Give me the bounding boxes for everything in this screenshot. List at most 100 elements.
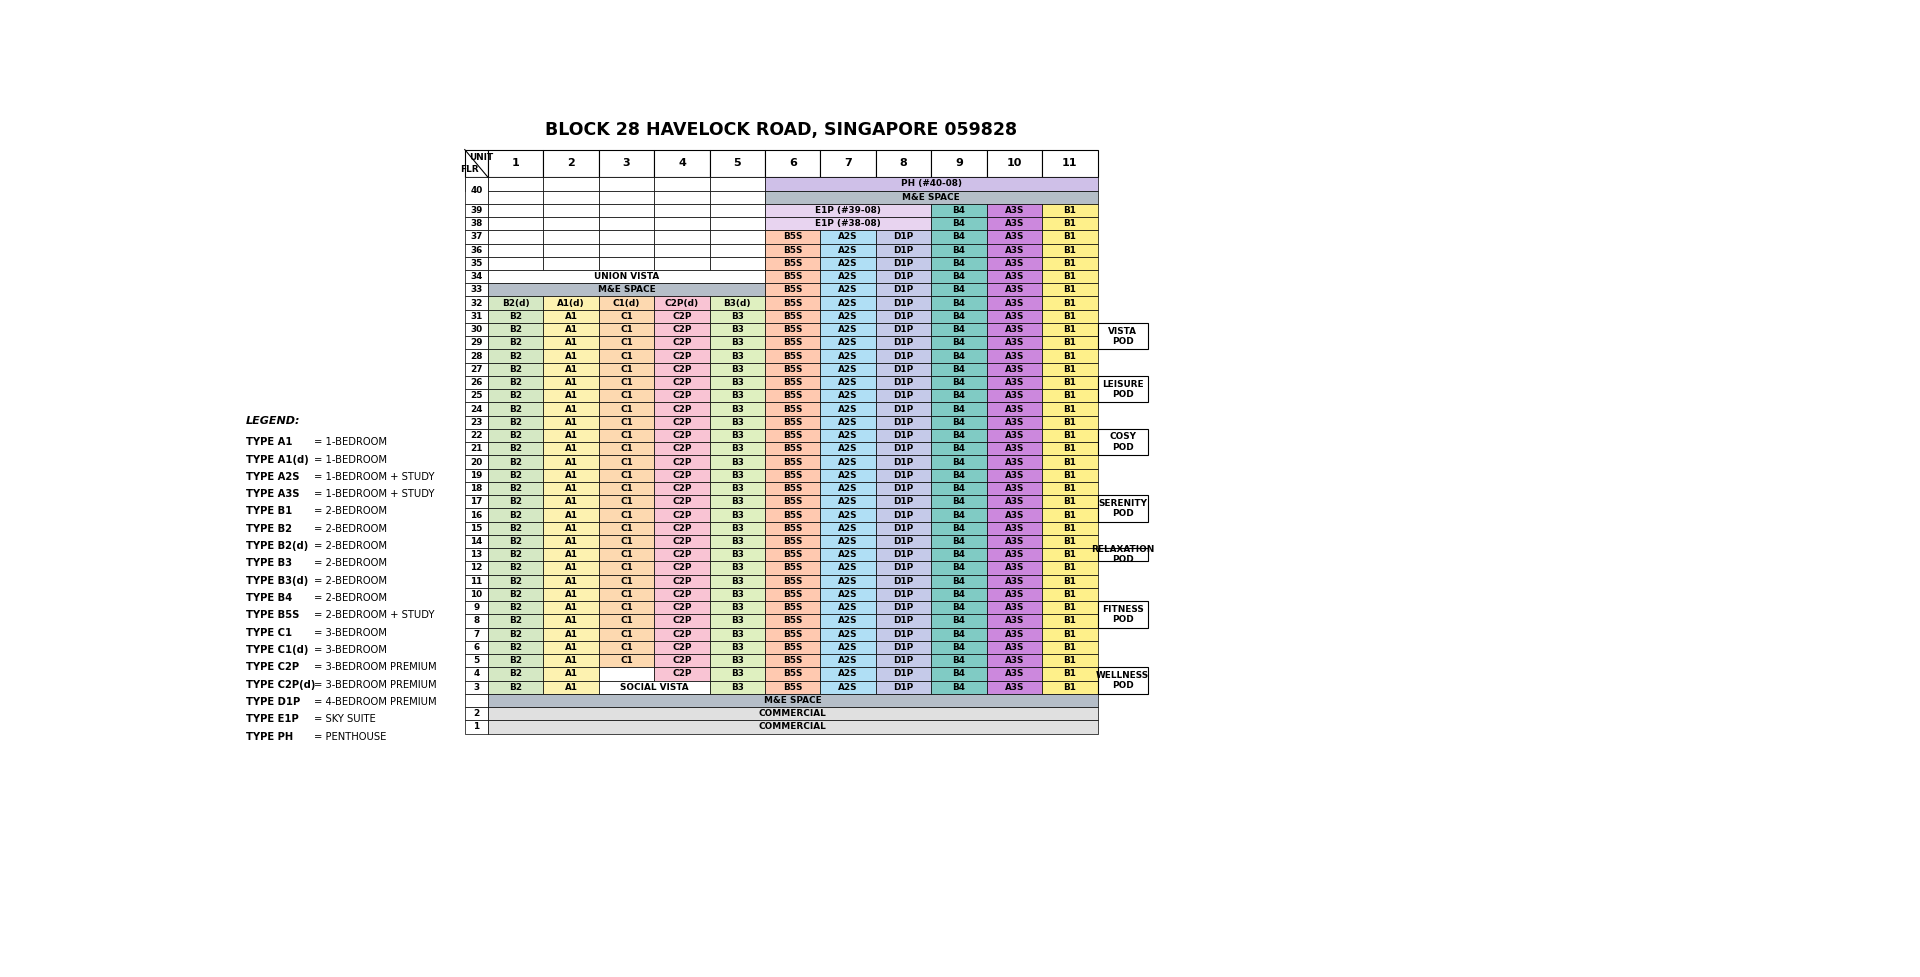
Text: COMMERCIAL: COMMERCIAL	[758, 709, 828, 718]
Text: B4: B4	[952, 364, 966, 374]
Text: C1: C1	[620, 550, 634, 559]
Bar	[876, 522, 931, 534]
Bar	[543, 482, 599, 495]
Bar	[543, 350, 599, 362]
Bar	[710, 627, 764, 641]
Bar	[876, 149, 931, 177]
Bar	[543, 615, 599, 627]
Bar	[655, 149, 710, 177]
Text: D1P: D1P	[893, 233, 914, 241]
Text: B5S: B5S	[783, 245, 803, 255]
Bar	[931, 296, 987, 310]
Text: A3S: A3S	[1004, 630, 1023, 639]
Text: A1: A1	[564, 511, 578, 520]
Bar	[465, 177, 488, 204]
Text: A2S: A2S	[839, 233, 858, 241]
Text: D1P: D1P	[893, 364, 914, 374]
Text: C2P: C2P	[672, 657, 691, 665]
Text: 5: 5	[733, 158, 741, 168]
Bar	[488, 681, 543, 694]
Text: M&E SPACE: M&E SPACE	[597, 285, 655, 294]
Bar	[710, 508, 764, 522]
Bar	[820, 601, 876, 615]
Bar	[710, 641, 764, 654]
Text: A2S: A2S	[839, 285, 858, 294]
Bar	[543, 191, 599, 204]
Bar	[599, 191, 655, 204]
Bar	[764, 217, 931, 231]
Bar	[543, 323, 599, 336]
Bar	[465, 429, 488, 443]
Text: B4: B4	[952, 299, 966, 308]
Text: A2S: A2S	[839, 325, 858, 334]
Bar	[987, 562, 1043, 574]
Text: 40: 40	[470, 186, 482, 195]
Bar	[465, 336, 488, 350]
Bar	[655, 615, 710, 627]
Text: UNION VISTA: UNION VISTA	[593, 273, 659, 281]
Bar	[764, 615, 820, 627]
Text: C2P: C2P	[672, 431, 691, 440]
Bar	[488, 177, 543, 191]
Text: TYPE B3: TYPE B3	[246, 559, 292, 569]
Bar	[710, 455, 764, 469]
Text: B5S: B5S	[783, 299, 803, 308]
Bar	[931, 350, 987, 362]
Text: B3: B3	[732, 471, 743, 480]
Text: A1: A1	[564, 603, 578, 613]
Text: D1P: D1P	[893, 352, 914, 361]
Text: B5S: B5S	[783, 630, 803, 639]
Text: B3: B3	[732, 378, 743, 387]
Bar	[599, 243, 655, 257]
Bar	[710, 177, 764, 191]
Bar	[987, 482, 1043, 495]
Bar	[820, 149, 876, 177]
Text: D1P: D1P	[893, 457, 914, 467]
Text: B3: B3	[732, 590, 743, 599]
Text: B4: B4	[952, 378, 966, 387]
Bar	[987, 654, 1043, 667]
Bar	[599, 508, 655, 522]
Text: A1: A1	[564, 616, 578, 625]
Text: B2: B2	[509, 404, 522, 413]
Text: B3: B3	[732, 484, 743, 493]
Text: C1(d): C1(d)	[612, 299, 639, 308]
Bar	[1043, 243, 1098, 257]
Bar	[655, 376, 710, 389]
Text: A3S: A3S	[1004, 643, 1023, 652]
Bar	[987, 415, 1043, 429]
Text: D1P: D1P	[893, 338, 914, 348]
Text: A3S: A3S	[1004, 603, 1023, 613]
Text: 28: 28	[470, 352, 482, 361]
Bar	[465, 508, 488, 522]
Text: A1: A1	[564, 576, 578, 586]
Bar	[465, 217, 488, 231]
Bar	[876, 627, 931, 641]
Bar	[931, 310, 987, 323]
Bar	[543, 508, 599, 522]
Text: 7: 7	[472, 630, 480, 639]
Bar	[931, 588, 987, 601]
Bar	[987, 588, 1043, 601]
Bar	[543, 310, 599, 323]
Bar	[931, 231, 987, 243]
Text: A3S: A3S	[1004, 285, 1023, 294]
Text: C2P: C2P	[672, 537, 691, 546]
Text: A2S: A2S	[839, 484, 858, 493]
Text: 27: 27	[470, 364, 482, 374]
Text: D1P: D1P	[893, 312, 914, 320]
Bar	[1043, 283, 1098, 296]
Bar	[543, 217, 599, 231]
Bar	[655, 548, 710, 562]
Bar	[820, 323, 876, 336]
Text: C2P: C2P	[672, 364, 691, 374]
Bar	[599, 149, 655, 177]
Bar	[987, 627, 1043, 641]
Text: B3: B3	[732, 364, 743, 374]
Bar	[764, 415, 820, 429]
Text: B3: B3	[732, 511, 743, 520]
Bar	[465, 720, 488, 734]
Bar	[820, 362, 876, 376]
Bar	[599, 495, 655, 508]
Text: D1P: D1P	[893, 484, 914, 493]
